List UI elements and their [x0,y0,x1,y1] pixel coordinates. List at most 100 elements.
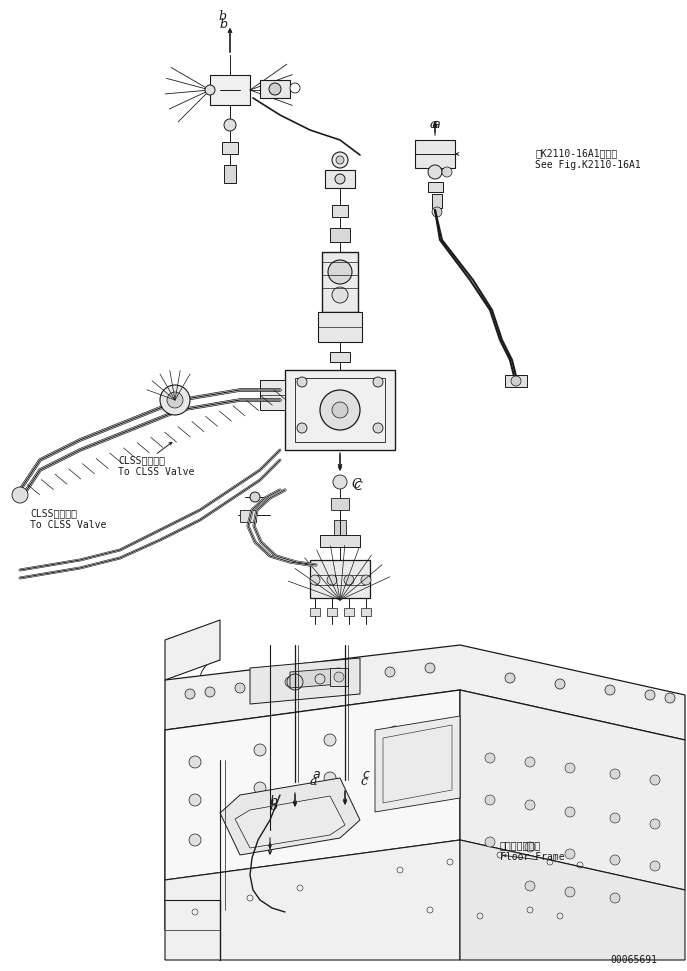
Circle shape [335,174,345,184]
Circle shape [425,663,435,673]
Text: a: a [312,768,319,781]
Text: CLSSバルブへ: CLSSバルブへ [30,508,77,518]
Text: CLSSバルブへ: CLSSバルブへ [118,455,165,465]
Circle shape [285,677,295,687]
Circle shape [645,690,655,700]
Circle shape [485,795,495,805]
Circle shape [324,772,336,784]
Bar [330,668,348,686]
Bar [331,498,349,510]
Polygon shape [220,778,360,855]
Circle shape [361,575,371,585]
Circle shape [610,855,620,865]
Circle shape [189,834,201,846]
Text: C: C [352,478,361,491]
Bar [320,535,360,547]
Circle shape [432,207,442,217]
Polygon shape [165,730,220,960]
Polygon shape [290,668,340,688]
Circle shape [610,769,620,779]
Circle shape [525,881,535,891]
Text: c: c [362,768,369,781]
Bar [222,142,238,154]
Circle shape [525,800,535,810]
Circle shape [310,575,320,585]
Text: Floor Frame: Floor Frame [500,852,565,862]
Bar [330,352,350,362]
Circle shape [650,861,660,871]
Bar [318,312,362,342]
Circle shape [650,819,660,829]
Bar [415,140,455,168]
Circle shape [336,156,344,164]
Circle shape [12,487,28,503]
Bar [332,205,348,217]
Text: b: b [220,18,228,31]
Circle shape [254,744,266,756]
Circle shape [385,667,395,677]
Circle shape [525,842,535,852]
Circle shape [297,377,307,387]
Circle shape [332,287,348,303]
Polygon shape [165,690,460,880]
Circle shape [235,683,245,693]
Bar [240,510,256,522]
Circle shape [442,167,452,177]
Text: a: a [432,118,440,131]
Text: To CLSS Valve: To CLSS Valve [30,520,106,530]
Polygon shape [460,840,685,960]
Circle shape [485,837,495,847]
Polygon shape [165,645,685,740]
Circle shape [189,756,201,768]
Bar [361,608,371,616]
Circle shape [205,85,215,95]
Bar [224,165,236,183]
Circle shape [511,376,521,386]
Polygon shape [165,620,220,680]
Circle shape [189,794,201,806]
Circle shape [565,763,575,773]
Text: b: b [269,800,277,813]
Text: c: c [360,775,367,788]
Text: To CLSS Valve: To CLSS Valve [118,467,194,477]
Text: 00065691: 00065691 [610,955,657,965]
Circle shape [290,83,300,93]
Circle shape [297,423,307,433]
Bar [295,378,385,442]
Polygon shape [165,840,460,960]
Bar [428,182,443,192]
Bar [322,252,358,312]
Bar [344,608,354,616]
Bar [432,194,442,208]
Circle shape [525,757,535,767]
Bar [260,380,285,410]
Circle shape [167,392,183,408]
Circle shape [205,687,215,697]
Bar [260,80,290,98]
Circle shape [505,673,515,683]
Polygon shape [375,716,460,812]
Circle shape [327,575,337,585]
Text: 第K2110-16A1図参照: 第K2110-16A1図参照 [535,148,617,158]
Circle shape [332,152,348,168]
Bar [285,370,395,450]
Bar [210,75,250,105]
Polygon shape [235,796,345,848]
Circle shape [650,775,660,785]
Text: b: b [218,10,226,23]
Circle shape [605,685,615,695]
Bar [505,375,527,387]
Text: C: C [353,480,362,493]
Circle shape [332,402,348,418]
Circle shape [320,390,360,430]
Circle shape [328,260,352,284]
Circle shape [224,119,236,131]
Circle shape [565,807,575,817]
Circle shape [428,165,442,179]
Circle shape [373,423,383,433]
Text: See Fig.K2110-16A1: See Fig.K2110-16A1 [535,160,641,170]
Bar [334,520,346,538]
Circle shape [333,475,347,489]
Circle shape [344,575,354,585]
Text: a: a [430,118,438,131]
